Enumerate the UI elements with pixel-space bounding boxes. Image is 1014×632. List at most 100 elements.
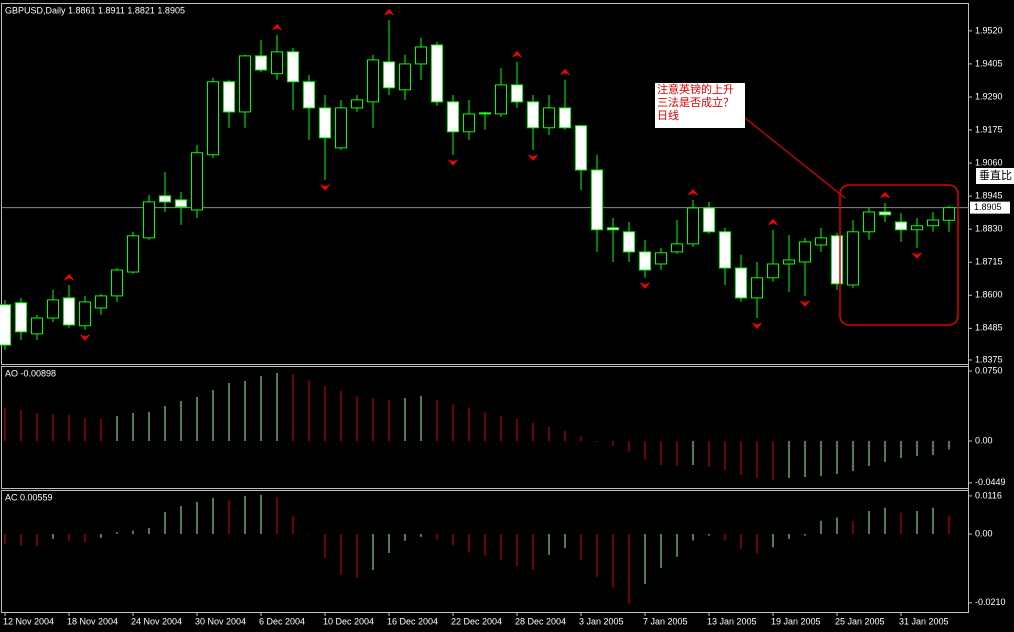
x-tick-label: 12 Nov 2004 — [3, 616, 54, 626]
candle-body — [399, 63, 411, 91]
fractal-down — [752, 322, 762, 330]
annotation-arrow — [744, 117, 846, 199]
candle-body — [431, 44, 443, 103]
y-tick-label: 1.9175 — [975, 124, 1003, 134]
candle-body — [591, 169, 603, 231]
candle-body — [655, 252, 667, 265]
fractal-up — [384, 8, 394, 16]
fractal-up — [560, 68, 570, 76]
candle-body — [463, 113, 475, 133]
candle-body — [671, 243, 683, 253]
candle-body — [559, 107, 571, 129]
candle-body — [863, 211, 875, 233]
candle-body — [191, 152, 203, 211]
candle-body — [351, 99, 363, 109]
y-tick-label: 0.00 — [975, 528, 993, 538]
highlight-box — [839, 184, 959, 326]
candle-body — [639, 251, 651, 271]
x-tick-label: 18 Nov 2004 — [67, 616, 118, 626]
x-tick-label: 3 Jan 2005 — [579, 616, 624, 626]
candle-body — [799, 241, 811, 263]
side-label-box — [976, 168, 1014, 184]
candle-body — [319, 107, 331, 139]
candle-body — [287, 51, 299, 83]
candle-body — [911, 225, 923, 231]
candle-body — [623, 231, 635, 253]
candle-body — [479, 112, 491, 115]
candle-body — [735, 267, 747, 299]
candle-body — [367, 59, 379, 103]
fractal-down — [448, 159, 458, 166]
candle-body — [127, 235, 139, 273]
x-tick-label: 30 Nov 2004 — [195, 616, 246, 626]
x-tick-label: 25 Jan 2005 — [835, 616, 885, 626]
candle-body — [527, 101, 539, 129]
candle-body — [223, 81, 235, 113]
candle-body — [879, 211, 891, 216]
x-tick-label: 19 Jan 2005 — [771, 616, 821, 626]
candle-body — [847, 231, 859, 286]
candle-body — [111, 269, 123, 297]
candle-body — [943, 207, 955, 221]
y-tick-label: 1.8375 — [975, 354, 1003, 364]
candle-body — [607, 227, 619, 231]
candle-body — [143, 201, 155, 239]
fractal-up — [512, 50, 522, 58]
candle-body — [335, 107, 347, 149]
candle-body — [255, 55, 267, 71]
candle-body — [831, 235, 843, 285]
candle-body — [63, 297, 75, 326]
candle-body — [79, 301, 91, 327]
candle-body — [495, 84, 507, 115]
candle-body — [895, 221, 907, 231]
price-label-box — [970, 201, 1010, 214]
candle-body — [783, 259, 795, 265]
x-tick-label: 13 Jan 2005 — [707, 616, 757, 626]
y-tick-label: -0.0449 — [975, 477, 1006, 487]
x-tick-label: 31 Jan 2005 — [899, 616, 949, 626]
fractal-down — [640, 282, 650, 289]
main-header: GBPUSD,Daily 1.8861 1.8911 1.8821 1.8905 — [5, 5, 185, 15]
candle-body — [159, 195, 171, 203]
x-tick-label: 16 Dec 2004 — [387, 616, 438, 626]
y-tick-label: 1.8830 — [975, 224, 1003, 234]
fractal-down — [320, 184, 330, 191]
candle-body — [0, 304, 11, 346]
y-tick-label: 1.9290 — [975, 91, 1003, 101]
candle-body — [703, 207, 715, 233]
y-tick-label: 1.9405 — [975, 58, 1003, 68]
candle-body — [31, 317, 43, 335]
fractal-up — [688, 188, 698, 196]
fractal-up — [64, 273, 74, 281]
price-label: 1.8905 — [974, 202, 1002, 212]
y-tick-label: 1.8715 — [975, 257, 1003, 267]
candle-body — [767, 263, 779, 279]
plot-layer: 1.9520 1.9405 1.9290 1.9175 1.9060 1.8945 1.88… — [0, 8, 1010, 626]
y-tick-label: 1.8600 — [975, 290, 1003, 300]
candle-body — [543, 107, 555, 129]
x-tick-label: 24 Nov 2004 — [131, 616, 182, 626]
x-tick-label: 22 Dec 2004 — [451, 616, 502, 626]
candle-body — [751, 277, 763, 299]
candle-body — [415, 46, 427, 65]
y-tick-label: 1.8485 — [975, 323, 1003, 333]
y-tick-label: 0.0116 — [975, 490, 1002, 500]
candle-body — [511, 84, 523, 103]
fractal-up — [272, 23, 282, 31]
ac-header: AC 0.00559 — [5, 492, 53, 502]
x-tick-label: 28 Dec 2004 — [515, 616, 566, 626]
candle-body — [447, 101, 459, 133]
candle-body — [719, 231, 731, 269]
candle-body — [927, 219, 939, 227]
fractal-down — [528, 154, 538, 161]
y-tick-label: 0.0750 — [975, 365, 1003, 375]
x-tick-label: 10 Dec 2004 — [323, 616, 374, 626]
y-tick-label: 1.9060 — [975, 157, 1003, 167]
annotation-line: 日线 — [657, 108, 679, 122]
candle-body — [47, 299, 59, 319]
fractal-down — [800, 300, 810, 307]
ao-header: AO -0.00898 — [5, 368, 56, 378]
candle-body — [687, 207, 699, 245]
